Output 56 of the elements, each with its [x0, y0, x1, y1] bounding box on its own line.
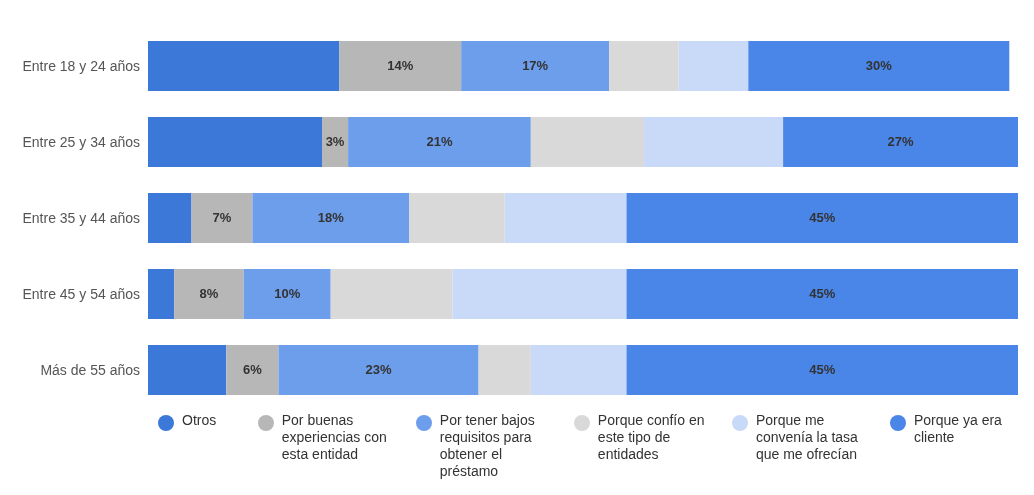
y-tick-label: Más de 55 años — [40, 361, 140, 378]
bar — [148, 344, 227, 395]
data-label: 18% — [317, 210, 345, 226]
bar — [174, 268, 244, 319]
bar — [530, 344, 627, 395]
legend-label: Porque me convenía la tasa que me ofrecían — [755, 412, 859, 463]
data-label: 30% — [865, 58, 893, 74]
bar — [330, 268, 453, 319]
y-tick-label: Entre 25 y 34 años — [22, 133, 140, 150]
bar — [409, 192, 505, 243]
data-label: 45% — [809, 286, 836, 302]
bar — [191, 192, 253, 243]
bar — [530, 116, 644, 167]
data-label: 17% — [522, 58, 549, 74]
y-tick-label: Entre 18 y 24 años — [22, 57, 140, 74]
bar — [478, 344, 531, 395]
bar — [626, 344, 1018, 395]
bar — [748, 40, 1010, 91]
bar — [504, 192, 627, 243]
legend-label: Porque ya era cliente — [913, 412, 1003, 446]
data-label: 8% — [199, 286, 219, 302]
bar — [322, 116, 349, 167]
y-tick-label: Entre 45 y 54 años — [22, 285, 140, 302]
legend-label: Otros — [182, 412, 217, 429]
bar — [626, 192, 1018, 243]
bar — [148, 268, 175, 319]
data-label: 10% — [274, 286, 301, 302]
legend-label: Por tener bajos requisitos para obtener el préstamo — [439, 412, 536, 480]
bar — [278, 344, 479, 395]
bar — [609, 40, 679, 91]
bar — [626, 268, 1018, 319]
bar — [452, 268, 627, 319]
data-label: 21% — [426, 134, 453, 150]
data-label: 45% — [809, 210, 836, 226]
data-label: 3% — [325, 134, 345, 150]
bar — [643, 116, 784, 167]
bar — [678, 40, 749, 91]
bar — [226, 344, 279, 395]
bar — [148, 116, 322, 167]
bar — [252, 192, 409, 243]
bar — [461, 40, 610, 91]
legend-label: Porque confío en este tipo de entidades — [597, 412, 706, 463]
bar — [148, 192, 192, 243]
data-label: 7% — [212, 210, 232, 226]
legend-label: Por buenas experiencias con esta entidad — [281, 412, 388, 463]
bar — [339, 40, 462, 91]
bar — [243, 268, 331, 319]
data-label: 45% — [809, 362, 836, 378]
bar — [783, 116, 1018, 167]
data-label: 14% — [387, 58, 414, 74]
y-tick-label: Entre 35 y 44 años — [22, 209, 140, 226]
bar — [348, 116, 531, 167]
data-label: 23% — [365, 362, 392, 378]
bar — [148, 40, 340, 91]
data-label: 27% — [887, 134, 914, 150]
data-label: 6% — [243, 362, 263, 378]
